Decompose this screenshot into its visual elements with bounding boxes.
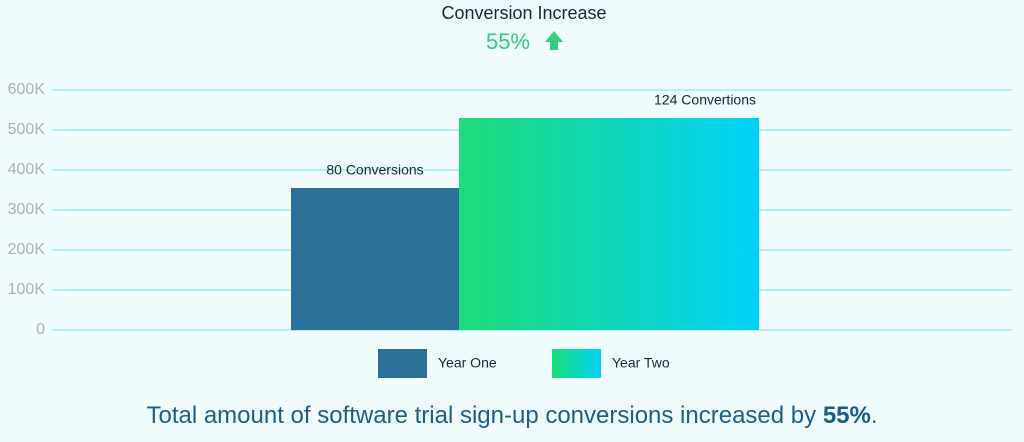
up-arrow xyxy=(545,31,563,50)
caption-highlight: 55% xyxy=(822,402,871,429)
caption-text: Total amount of software trial sign-up c… xyxy=(146,402,817,429)
bar xyxy=(459,118,759,330)
caption: Total amount of software trial sign-up c… xyxy=(0,402,1024,430)
caption-end: . xyxy=(870,402,878,429)
chart-title: Conversion Increase xyxy=(441,3,606,23)
y-tick-label: 200K xyxy=(8,241,46,258)
y-tick-label: 0 xyxy=(36,321,45,338)
legend-label: Year One xyxy=(438,355,497,371)
y-tick-label: 600K xyxy=(8,81,46,98)
bar xyxy=(291,188,459,330)
y-tick-label: 500K xyxy=(8,121,46,138)
bar-annotation: 124 Convertions xyxy=(654,92,756,108)
legend-swatch xyxy=(552,349,601,378)
legend-swatch xyxy=(378,349,427,378)
y-tick-label: 100K xyxy=(8,281,46,298)
chart: Conversion Increase 55% 0 100K 200K 300K 400… xyxy=(8,3,1012,378)
chart-subtitle: 55% xyxy=(486,29,530,54)
bar-annotation: 80 Conversions xyxy=(326,162,423,178)
y-tick-label: 300K xyxy=(8,201,46,218)
y-tick-label: 400K xyxy=(8,161,46,178)
legend-label: Year Two xyxy=(612,355,670,371)
